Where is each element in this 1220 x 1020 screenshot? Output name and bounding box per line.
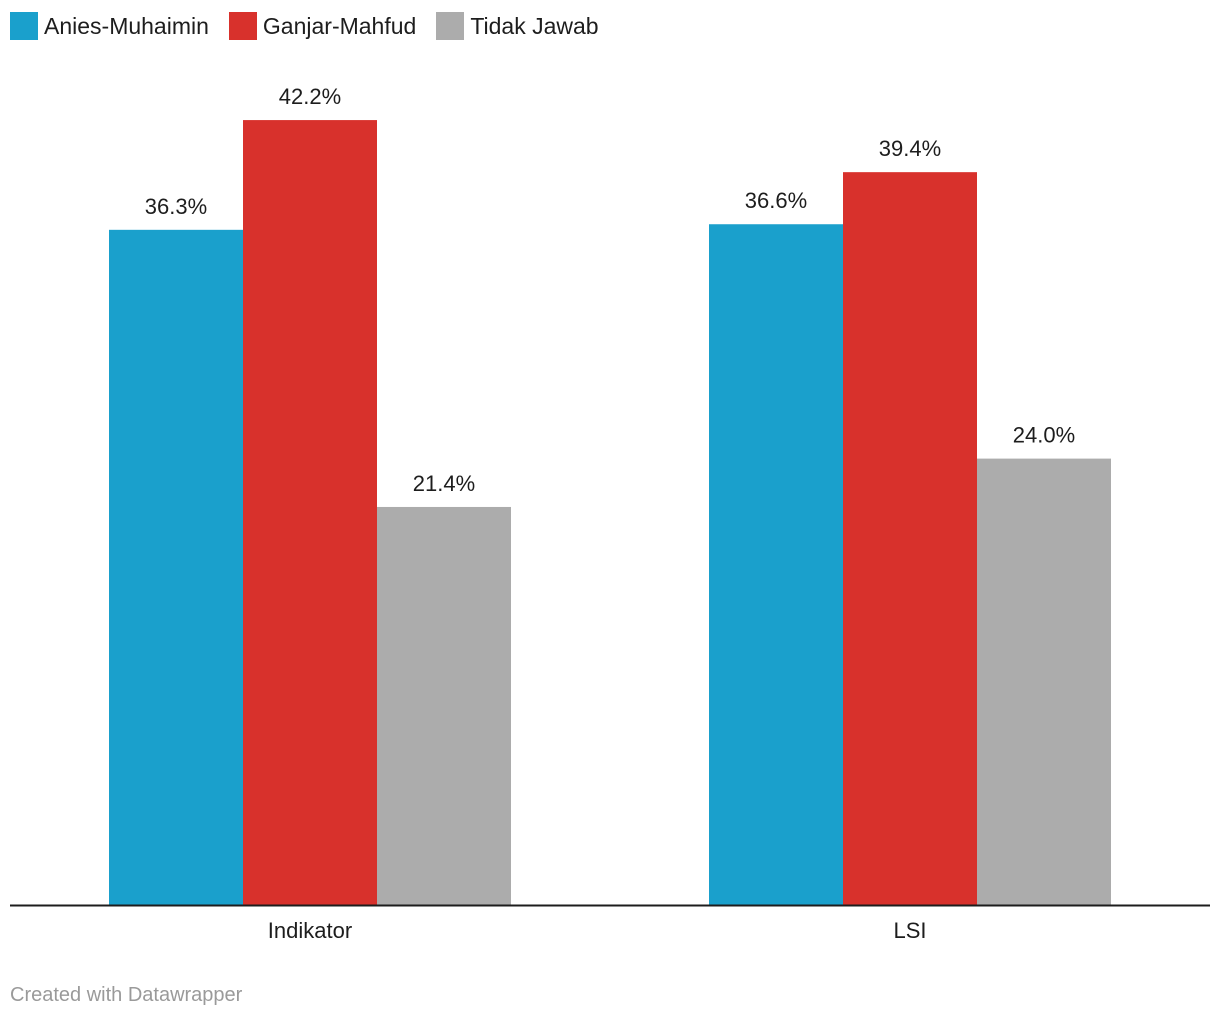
bar-indikator-anies-muhaimin bbox=[109, 229, 243, 905]
chart-legend: Anies-Muhaimin Ganjar-Mahfud Tidak Jawab bbox=[10, 11, 619, 41]
bar-lsi-ganjar-mahfud bbox=[843, 172, 977, 905]
bar-indikator-tidak-jawab bbox=[377, 506, 511, 905]
data-label-lsi-anies-muhaimin: 36.6% bbox=[745, 188, 807, 213]
legend-item-ganjar-mahfud: Ganjar-Mahfud bbox=[228, 12, 417, 40]
category-label-lsi: LSI bbox=[893, 918, 926, 943]
data-label-lsi-tidak-jawab: 24.0% bbox=[1013, 423, 1075, 448]
data-labels: 36.3% 42.2% 21.4% 36.6% 39.4% 24.0% bbox=[145, 84, 1075, 496]
legend-label-tidak-jawab: Tidak Jawab bbox=[470, 12, 599, 39]
data-label-lsi-ganjar-mahfud: 39.4% bbox=[879, 136, 941, 161]
legend-label-anies-muhaimin: Anies-Muhaimin bbox=[44, 12, 209, 39]
legend-item-anies-muhaimin: Anies-Muhaimin bbox=[10, 12, 209, 40]
data-label-indikator-ganjar-mahfud: 42.2% bbox=[279, 84, 341, 109]
legend-swatch-ganjar-mahfud bbox=[228, 12, 257, 40]
data-label-indikator-tidak-jawab: 21.4% bbox=[413, 471, 475, 496]
bars bbox=[109, 120, 1111, 906]
data-label-indikator-anies-muhaimin: 36.3% bbox=[145, 194, 207, 219]
legend-label-ganjar-mahfud: Ganjar-Mahfud bbox=[262, 12, 417, 39]
bar-lsi-anies-muhaimin bbox=[709, 224, 843, 906]
bar-indikator-ganjar-mahfud bbox=[243, 120, 377, 905]
bar-lsi-tidak-jawab bbox=[977, 458, 1111, 905]
legend-swatch-tidak-jawab bbox=[436, 12, 465, 40]
legend-item-tidak-jawab: Tidak Jawab bbox=[436, 12, 599, 40]
footer-credit: Created with Datawrapper bbox=[10, 984, 243, 1006]
category-label-indikator: Indikator bbox=[268, 918, 352, 943]
legend-swatch-anies-muhaimin bbox=[10, 12, 38, 40]
